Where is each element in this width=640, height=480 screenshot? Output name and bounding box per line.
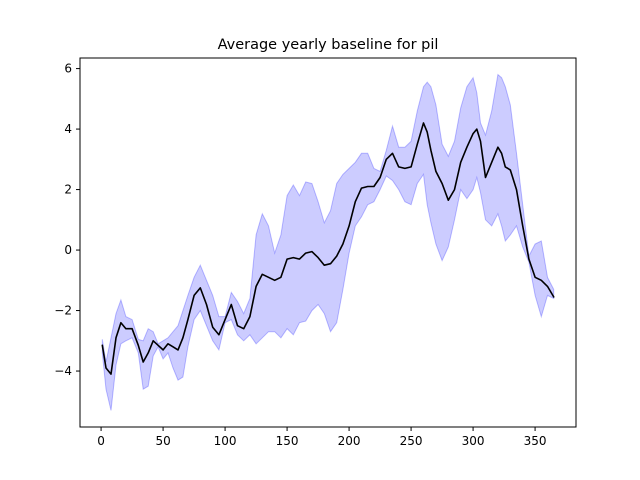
x-tick-label: 250	[400, 434, 423, 448]
y-tick-label: 6	[64, 62, 72, 76]
y-tick-label: 2	[64, 183, 72, 197]
x-tick-label: 200	[338, 434, 361, 448]
y-tick-label: 0	[64, 243, 72, 257]
x-tick-label: 0	[97, 434, 105, 448]
x-tick-label: 150	[276, 434, 299, 448]
x-tick-label: 50	[155, 434, 170, 448]
mean-line	[101, 122, 555, 375]
axes: 0 50 100 150 200 250 300 350 −4 −2 0 2 4 6	[54, 57, 577, 448]
y-tick-label: 4	[64, 122, 72, 136]
y-tick-label: −2	[54, 304, 72, 318]
x-tick-label: 350	[524, 434, 547, 448]
plot-area	[101, 73, 555, 411]
chart-title: Average yearly baseline for pil	[218, 37, 439, 53]
plot-frame	[79, 57, 577, 428]
x-tick-label: 300	[462, 434, 485, 448]
confidence-band	[101, 73, 555, 411]
y-tick-label: −4	[54, 364, 72, 378]
x-tick-label: 100	[214, 434, 237, 448]
